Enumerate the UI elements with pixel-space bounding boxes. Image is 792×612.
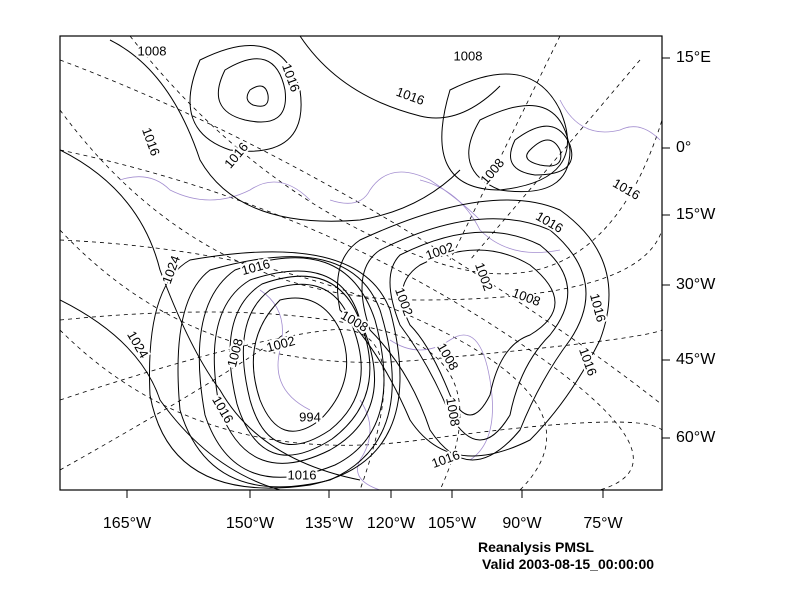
title-line-1: Reanalysis PMSL	[478, 539, 594, 555]
contour-label: 1008	[477, 155, 507, 187]
lat-label: 15°W	[676, 206, 716, 223]
contour-label: 994	[299, 409, 321, 424]
contour-label: 1008	[443, 396, 463, 427]
title-line-2: Valid 2003-08-15_00:00:00	[482, 556, 655, 572]
lon-label: 165°W	[103, 515, 152, 532]
lon-label: 150°W	[226, 515, 275, 532]
lat-label: 45°W	[676, 351, 716, 368]
lat-axis: 15°E 0° 15°W 30°W 45°W 60°W	[662, 49, 716, 446]
contour-label: 1016	[610, 175, 643, 202]
map-content: 1008 1016 1016 1008 1016 1016 1008 1016 …	[60, 36, 662, 490]
contour-label: 1016	[394, 84, 426, 108]
lon-label: 135°W	[305, 515, 354, 532]
lat-label: 15°E	[676, 49, 711, 66]
coastlines	[119, 99, 661, 490]
contour-label: 1016	[533, 208, 566, 235]
contour-label: 1016	[279, 61, 303, 93]
map-title: Reanalysis PMSL Valid 2003-08-15_00:00:00	[478, 539, 654, 573]
contour-label: 1016	[429, 447, 461, 471]
graticule	[60, 36, 662, 490]
map-frame	[59, 35, 663, 491]
lon-label: 75°W	[583, 515, 623, 532]
contour-label: 1008	[138, 43, 167, 58]
contour-label: 1008	[510, 285, 542, 309]
lon-label: 105°W	[428, 515, 477, 532]
lat-label: 30°W	[676, 276, 716, 293]
contour-label: 1016	[221, 139, 251, 171]
contour-label: 1016	[288, 467, 317, 482]
contour-label: 1002	[472, 260, 496, 292]
lat-label: 0°	[676, 139, 691, 156]
contour-label: 1016	[587, 292, 609, 324]
contour-label: 1008	[454, 48, 483, 63]
contour-label: 1016	[209, 393, 236, 426]
lon-axis: 165°W 150°W 135°W 120°W 105°W 90°W 75°W	[103, 490, 624, 532]
contour-label: 1016	[139, 125, 163, 157]
lat-label: 60°W	[676, 429, 716, 446]
lon-label: 120°W	[367, 515, 416, 532]
contour-label: 1024	[159, 253, 183, 285]
contour-label: 1024	[124, 328, 151, 361]
pressure-contours	[60, 36, 610, 490]
contour-label: 1008	[224, 337, 246, 369]
contour-label: 1002	[265, 333, 297, 355]
lon-label: 90°W	[502, 515, 542, 532]
contour-label: 1016	[576, 345, 600, 377]
